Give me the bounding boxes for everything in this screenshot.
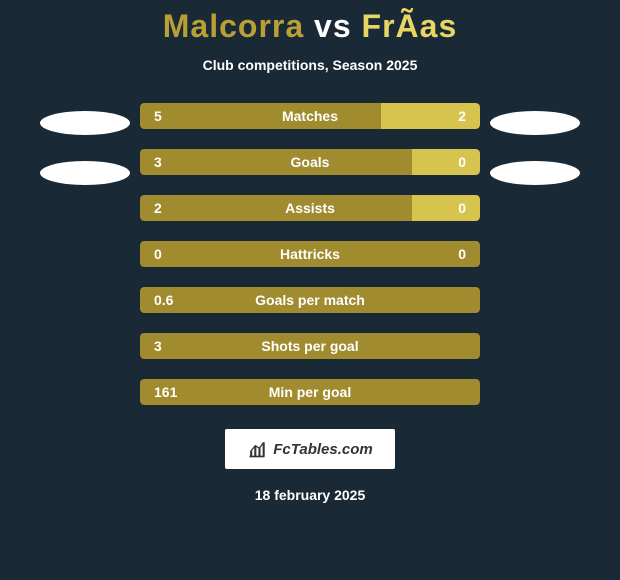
stat-value-right: 0 xyxy=(458,195,466,221)
stat-value-right: 2 xyxy=(458,103,466,129)
stat-label: Shots per goal xyxy=(140,333,480,359)
team-badge-placeholder xyxy=(490,111,580,135)
stat-row: 3Shots per goal xyxy=(140,333,480,359)
stat-label: Goals xyxy=(140,149,480,175)
stat-row: 3Goals0 xyxy=(140,149,480,175)
stat-label: Matches xyxy=(140,103,480,129)
vs-label: vs xyxy=(314,8,352,44)
date-label: 18 february 2025 xyxy=(255,487,366,503)
team-badge-placeholder xyxy=(40,111,130,135)
team-badge-placeholder xyxy=(490,161,580,185)
player1-name: Malcorra xyxy=(163,8,304,44)
source-label: FcTables.com xyxy=(273,441,372,458)
stat-label: Hattricks xyxy=(140,241,480,267)
stat-label: Goals per match xyxy=(140,287,480,313)
stat-row: 2Assists0 xyxy=(140,195,480,221)
stat-row: 0Hattricks0 xyxy=(140,241,480,267)
right-badge-column xyxy=(480,103,590,185)
comparison-card: Malcorra vs FrÃ­as Club competitions, Se… xyxy=(0,0,620,580)
stats-bars: 5Matches23Goals02Assists00Hattricks00.6G… xyxy=(140,103,480,405)
stat-label: Min per goal xyxy=(140,379,480,405)
stat-value-right: 0 xyxy=(458,149,466,175)
stat-value-right: 0 xyxy=(458,241,466,267)
left-badge-column xyxy=(30,103,140,185)
player2-name: FrÃ­as xyxy=(362,8,458,44)
stat-row: 161Min per goal xyxy=(140,379,480,405)
chart-icon xyxy=(247,439,267,459)
stat-row: 0.6Goals per match xyxy=(140,287,480,313)
team-badge-placeholder xyxy=(40,161,130,185)
subtitle: Club competitions, Season 2025 xyxy=(203,57,418,73)
content-row: 5Matches23Goals02Assists00Hattricks00.6G… xyxy=(0,103,620,405)
title: Malcorra vs FrÃ­as xyxy=(163,8,457,45)
stat-row: 5Matches2 xyxy=(140,103,480,129)
stat-label: Assists xyxy=(140,195,480,221)
source-badge: FcTables.com xyxy=(225,429,394,469)
